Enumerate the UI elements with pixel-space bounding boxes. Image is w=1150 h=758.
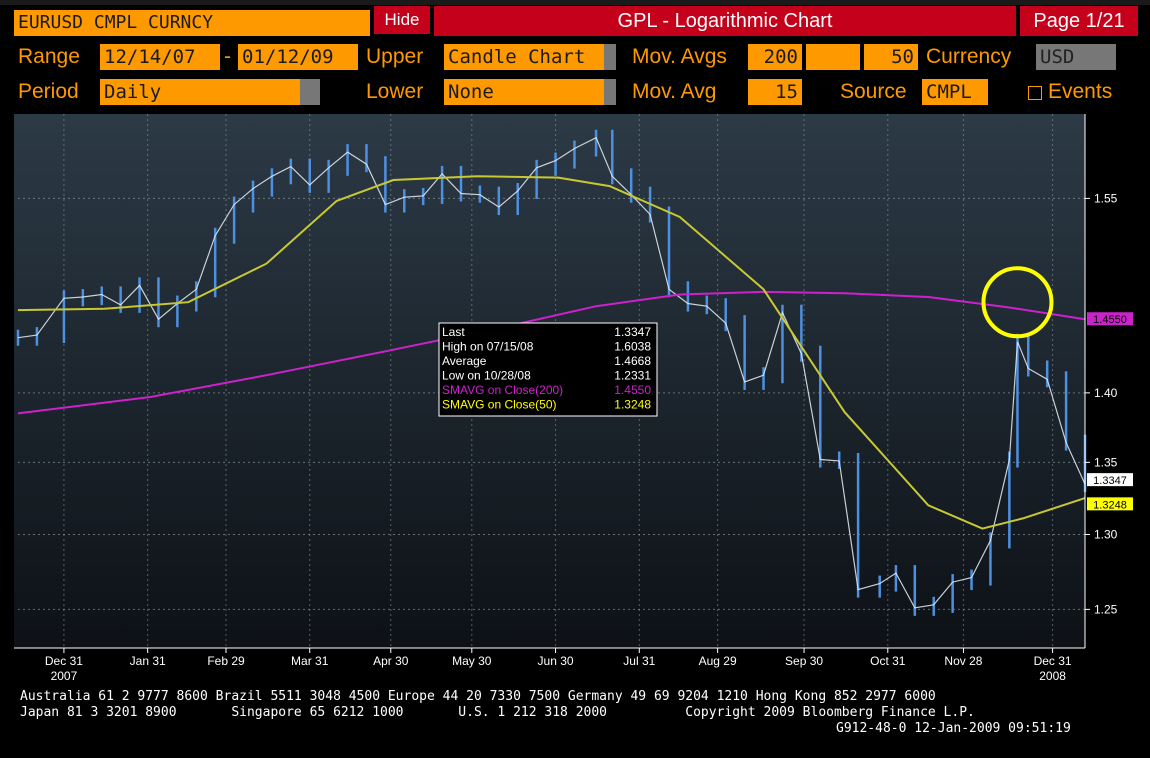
legend-value: 1.3347	[614, 325, 651, 339]
x-tick-label: Nov 28	[944, 654, 982, 668]
x-tick-label: Sep 30	[785, 654, 823, 668]
sma50-line	[17, 175, 1086, 530]
period-select[interactable]: Daily	[100, 79, 300, 105]
y-tick-label: 1.55	[1094, 191, 1118, 205]
legend-value: 1.2331	[614, 369, 651, 383]
grid	[18, 114, 1085, 648]
legend-label: SMAVG on Close(50)	[442, 398, 557, 412]
x-tick-label: May 30	[452, 654, 492, 668]
value-label: 1.3347	[1093, 475, 1127, 487]
x-tick-label: Feb 29	[207, 654, 245, 668]
range-end-input[interactable]: 01/12/09	[238, 44, 358, 70]
value-label-bg	[1087, 312, 1133, 326]
events-checkbox[interactable]	[1028, 86, 1042, 100]
ticker-field[interactable]: EURUSD CMPL CURNCY	[14, 10, 370, 36]
mov-avgs-label: Mov. Avgs	[632, 45, 727, 68]
footer-timestamp: G912-48-0 12-Jan-2009 09:51:19	[836, 721, 1071, 736]
sma200-line	[17, 290, 1086, 415]
value-label-bg	[1087, 473, 1133, 487]
upper-label: Upper	[366, 45, 424, 68]
footer-contacts: Australia 61 2 9777 8600 Brazil 5511 304…	[20, 689, 936, 704]
value-label-bg	[1087, 497, 1133, 511]
legend-label: Last	[442, 325, 465, 339]
currency-label: Currency	[926, 45, 1012, 68]
period-label: Period	[18, 80, 79, 103]
year-label: 2007	[51, 669, 78, 683]
range-start-input[interactable]: 12/14/07	[100, 44, 220, 70]
page-indicator[interactable]: Page 1/21	[1020, 6, 1138, 36]
value-label: 1.3248	[1093, 499, 1127, 511]
lower-select[interactable]: None	[444, 79, 604, 105]
right-value-labels: 1.4550 1.3347 1.3248	[1087, 312, 1133, 511]
x-tick-label: Oct 31	[870, 654, 906, 668]
mov-avg-2-input[interactable]: 50	[864, 44, 918, 70]
legend-frame	[438, 322, 658, 417]
legend-value: 1.3248	[614, 398, 651, 412]
x-tick-label: Apr 30	[373, 654, 409, 668]
currency-input[interactable]: USD	[1036, 44, 1116, 70]
x-tick-label: Jan 31	[130, 654, 166, 668]
mov-avg-extra-input[interactable]	[806, 44, 860, 70]
legend-label: SMAVG on Close(200)	[442, 383, 563, 397]
legend-label: Average	[442, 354, 487, 368]
x-axis: Dec 31 Jan 31 Feb 29 Mar 31 Apr 30 May 30 Jun …	[14, 647, 1085, 683]
legend-value: 1.4550	[614, 383, 651, 397]
upper-select[interactable]: Candle Chart	[444, 44, 604, 70]
price-chart[interactable]: 1.25 1.30 1.35 1.40 1.55 Dec 31 Jan 31 Feb 29 M…	[14, 112, 1138, 688]
source-label: Source	[840, 80, 907, 103]
legend-value: 1.4668	[614, 354, 651, 368]
annotation	[981, 266, 1054, 339]
lower-label: Lower	[366, 80, 424, 103]
mov-avg-label: Mov. Avg	[632, 80, 717, 103]
y-axis: 1.25 1.30 1.35 1.40 1.55	[1084, 114, 1118, 648]
period-dropdown-arrow[interactable]	[300, 79, 320, 105]
price-line	[17, 136, 1086, 609]
legend-value: 1.6038	[614, 340, 651, 354]
value-label: 1.4550	[1093, 314, 1127, 326]
footer-contacts-2: Japan 81 3 3201 8900 Singapore 65 6212 1…	[20, 705, 975, 720]
y-tick-label: 1.35	[1094, 455, 1118, 469]
x-tick-label: Dec 31	[45, 654, 83, 668]
year-label: 2008	[1039, 669, 1066, 683]
chart-title-bar: GPL - Logarithmic Chart	[434, 6, 1016, 36]
range-label: Range	[18, 45, 80, 68]
legend-label: High on 07/15/08	[442, 340, 534, 354]
highlight-circle	[981, 266, 1054, 339]
moving-averages	[17, 175, 1086, 530]
x-tick-label: Mar 31	[291, 654, 329, 668]
mov-avg-1-input[interactable]: 200	[748, 44, 802, 70]
upper-dropdown-arrow[interactable]	[604, 44, 616, 70]
mov-avg-input[interactable]: 15	[748, 79, 802, 105]
x-tick-label: Aug 29	[699, 654, 737, 668]
y-tick-label: 1.40	[1094, 386, 1118, 400]
events-label: Events	[1048, 80, 1113, 103]
hide-button[interactable]: Hide	[374, 6, 430, 34]
x-tick-label: Dec 31	[1034, 654, 1072, 668]
legend-label: Low on 10/28/08	[442, 369, 531, 383]
y-tick-label: 1.30	[1094, 527, 1118, 541]
candles	[16, 129, 1087, 616]
range-separator: -	[224, 45, 231, 68]
x-tick-label: Jul 31	[623, 654, 655, 668]
legend-box: Last 1.3347 High on 07/15/08 1.6038 Average 1…	[438, 322, 658, 417]
x-tick-label: Jun 30	[538, 654, 574, 668]
lower-dropdown-arrow[interactable]	[604, 79, 616, 105]
source-input[interactable]: CMPL	[922, 79, 988, 105]
y-tick-label: 1.25	[1094, 602, 1118, 616]
top-strip	[0, 0, 1150, 5]
